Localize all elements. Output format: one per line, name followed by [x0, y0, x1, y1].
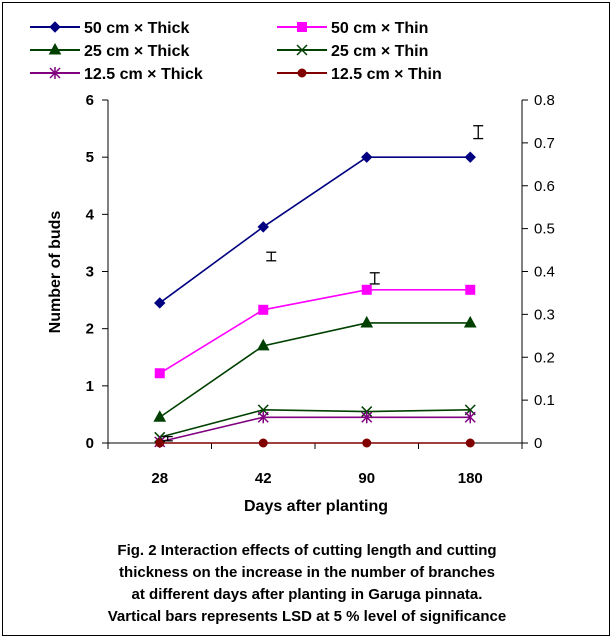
y-tick-label-left: 1 — [86, 378, 94, 395]
legend-item: 25 cm × Thick — [30, 42, 189, 60]
data-point — [154, 368, 165, 379]
legend-label: 25 cm × Thick — [84, 43, 189, 60]
y-tick-label-right: 0 — [534, 435, 542, 452]
series-line — [159, 322, 471, 418]
legend-item: 25 cm × Thin — [277, 43, 428, 60]
series-line — [159, 416, 471, 443]
y-tick-label-left: 3 — [86, 264, 94, 281]
data-point — [154, 297, 166, 309]
data-point — [258, 304, 269, 315]
series-layer — [153, 151, 477, 448]
legend-label: 50 cm × Thin — [331, 20, 428, 37]
series-line — [159, 156, 471, 304]
x-tick-label: 90 — [358, 470, 375, 487]
data-point — [257, 411, 269, 424]
series-6 — [155, 438, 475, 448]
data-point — [257, 221, 269, 233]
data-point — [362, 438, 372, 448]
data-point — [361, 284, 372, 295]
series-1 — [154, 151, 476, 309]
caption-line-1: Fig. 2 Interaction effects of cutting le… — [117, 542, 497, 559]
caption-line-4: Vartical bars represents LSD at 5 % leve… — [107, 608, 507, 625]
y-tick-label-left: 2 — [86, 321, 94, 338]
data-point — [465, 284, 476, 295]
y-tick-label-right: 0.4 — [534, 264, 555, 281]
caption-line-3: at different days after planting in Garu… — [131, 586, 483, 603]
data-point — [361, 411, 373, 424]
y-tick-label-right: 0.8 — [534, 92, 555, 109]
series-2 — [154, 284, 476, 379]
y-tick-label-left: 5 — [86, 149, 94, 166]
data-point — [464, 151, 476, 163]
legend-label: 12.5 cm × Thick — [84, 66, 203, 83]
legend-label: 25 cm × Thin — [331, 43, 428, 60]
lsd-bar — [369, 272, 380, 285]
y-tick-label-right: 0.5 — [534, 221, 555, 238]
lsd-bar — [473, 125, 484, 140]
x-tick-label: 180 — [458, 470, 483, 487]
x-axis-label: Days after planting — [244, 498, 388, 515]
data-point — [463, 315, 477, 328]
y-tick-label-left: 4 — [86, 206, 95, 223]
legend-item: 50 cm × Thick — [30, 20, 189, 37]
legend-marker — [296, 44, 308, 56]
lsd-bars — [162, 125, 484, 442]
y-tick-label-right: 0.1 — [534, 392, 555, 409]
data-point — [256, 338, 270, 351]
data-point — [155, 438, 165, 448]
caption-line-2: thickness on the increase in the number … — [119, 564, 495, 581]
y-tick-label-right: 0.7 — [534, 135, 555, 152]
legend: 50 cm × Thick 50 cm × Thin 25 cm × Thick 25… — [30, 20, 442, 83]
y-tick-label-right: 0.6 — [534, 178, 555, 195]
series-4 — [154, 404, 476, 443]
series-line — [159, 288, 471, 374]
lsd-bar — [266, 251, 277, 262]
legend-item: 12.5 cm × Thin — [277, 66, 442, 83]
figure-caption: Fig. 2 Interaction effects of cutting le… — [0, 540, 614, 628]
series-3 — [153, 315, 477, 422]
data-point — [258, 438, 268, 448]
legend-marker — [297, 22, 307, 32]
y-tick-label-left: 0 — [86, 435, 94, 452]
legend-label: 50 cm × Thick — [84, 20, 189, 37]
axes: 0 1 2 3 4 5 6 0 0.1 0.2 0.3 0.4 0.5 0.6 0.7 0.8 28 42 90 18… — [86, 92, 555, 487]
legend-item: 50 cm × Thin — [277, 20, 428, 37]
y-tick-label-right: 0.2 — [534, 349, 555, 366]
legend-marker — [48, 42, 62, 55]
series-line — [159, 409, 471, 439]
x-tick-label: 28 — [151, 470, 168, 487]
legend-marker — [297, 68, 307, 78]
x-tick-label: 42 — [255, 470, 272, 487]
lsd-bar — [162, 435, 173, 442]
data-point — [361, 151, 373, 163]
y-tick-label-right: 0.3 — [534, 306, 555, 323]
data-point — [464, 411, 476, 424]
legend-marker — [49, 67, 61, 79]
data-point — [465, 438, 475, 448]
legend-marker — [49, 21, 61, 33]
legend-label: 12.5 cm × Thin — [331, 66, 442, 83]
data-point — [153, 410, 167, 422]
data-point — [360, 315, 374, 328]
y-tick-label-left: 6 — [86, 92, 94, 109]
legend-item: 12.5 cm × Thick — [30, 66, 203, 83]
y-axis-label: Number of buds — [47, 211, 64, 334]
